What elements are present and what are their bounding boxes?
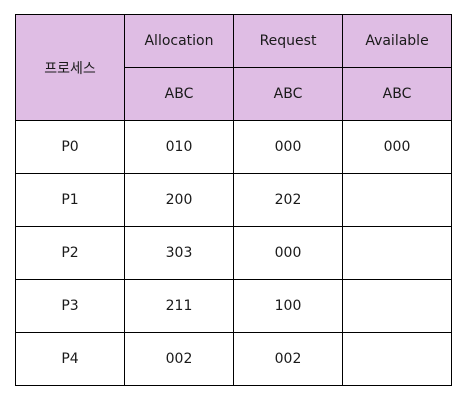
table-row: P0 010 000 000 <box>15 120 452 174</box>
resource-allocation-table: 프로세스 Allocation Request Available ABC AB… <box>15 14 452 386</box>
table-row: P3 211 100 <box>15 279 452 333</box>
header-row-1: 프로세스 Allocation Request Available <box>15 14 452 121</box>
cell-request: 202 <box>233 173 343 227</box>
table-row: P4 002 002 <box>15 332 452 386</box>
cell-available: 000 <box>342 120 452 174</box>
cell-allocation: 211 <box>124 279 234 333</box>
table-row: P1 200 202 <box>15 173 452 227</box>
cell-request: 002 <box>233 332 343 386</box>
header-request: Request <box>233 14 343 68</box>
cell-process: P4 <box>15 332 125 386</box>
header-allocation: Allocation <box>124 14 234 68</box>
cell-request: 000 <box>233 120 343 174</box>
cell-process: P1 <box>15 173 125 227</box>
cell-allocation: 200 <box>124 173 234 227</box>
cell-request: 000 <box>233 226 343 280</box>
cell-available <box>342 332 452 386</box>
subheader-available-abc: ABC <box>342 67 452 121</box>
header-available: Available <box>342 14 452 68</box>
table-row: P2 303 000 <box>15 226 452 280</box>
cell-available <box>342 279 452 333</box>
subheader-allocation-abc: ABC <box>124 67 234 121</box>
header-process: 프로세스 <box>15 14 125 121</box>
cell-allocation: 303 <box>124 226 234 280</box>
header-row-2: ABC ABC ABC <box>16 67 452 121</box>
cell-allocation: 010 <box>124 120 234 174</box>
cell-process: P0 <box>15 120 125 174</box>
cell-process: P3 <box>15 279 125 333</box>
subheader-request-abc: ABC <box>233 67 343 121</box>
cell-available <box>342 226 452 280</box>
cell-process: P2 <box>15 226 125 280</box>
cell-available <box>342 173 452 227</box>
cell-allocation: 002 <box>124 332 234 386</box>
cell-request: 100 <box>233 279 343 333</box>
